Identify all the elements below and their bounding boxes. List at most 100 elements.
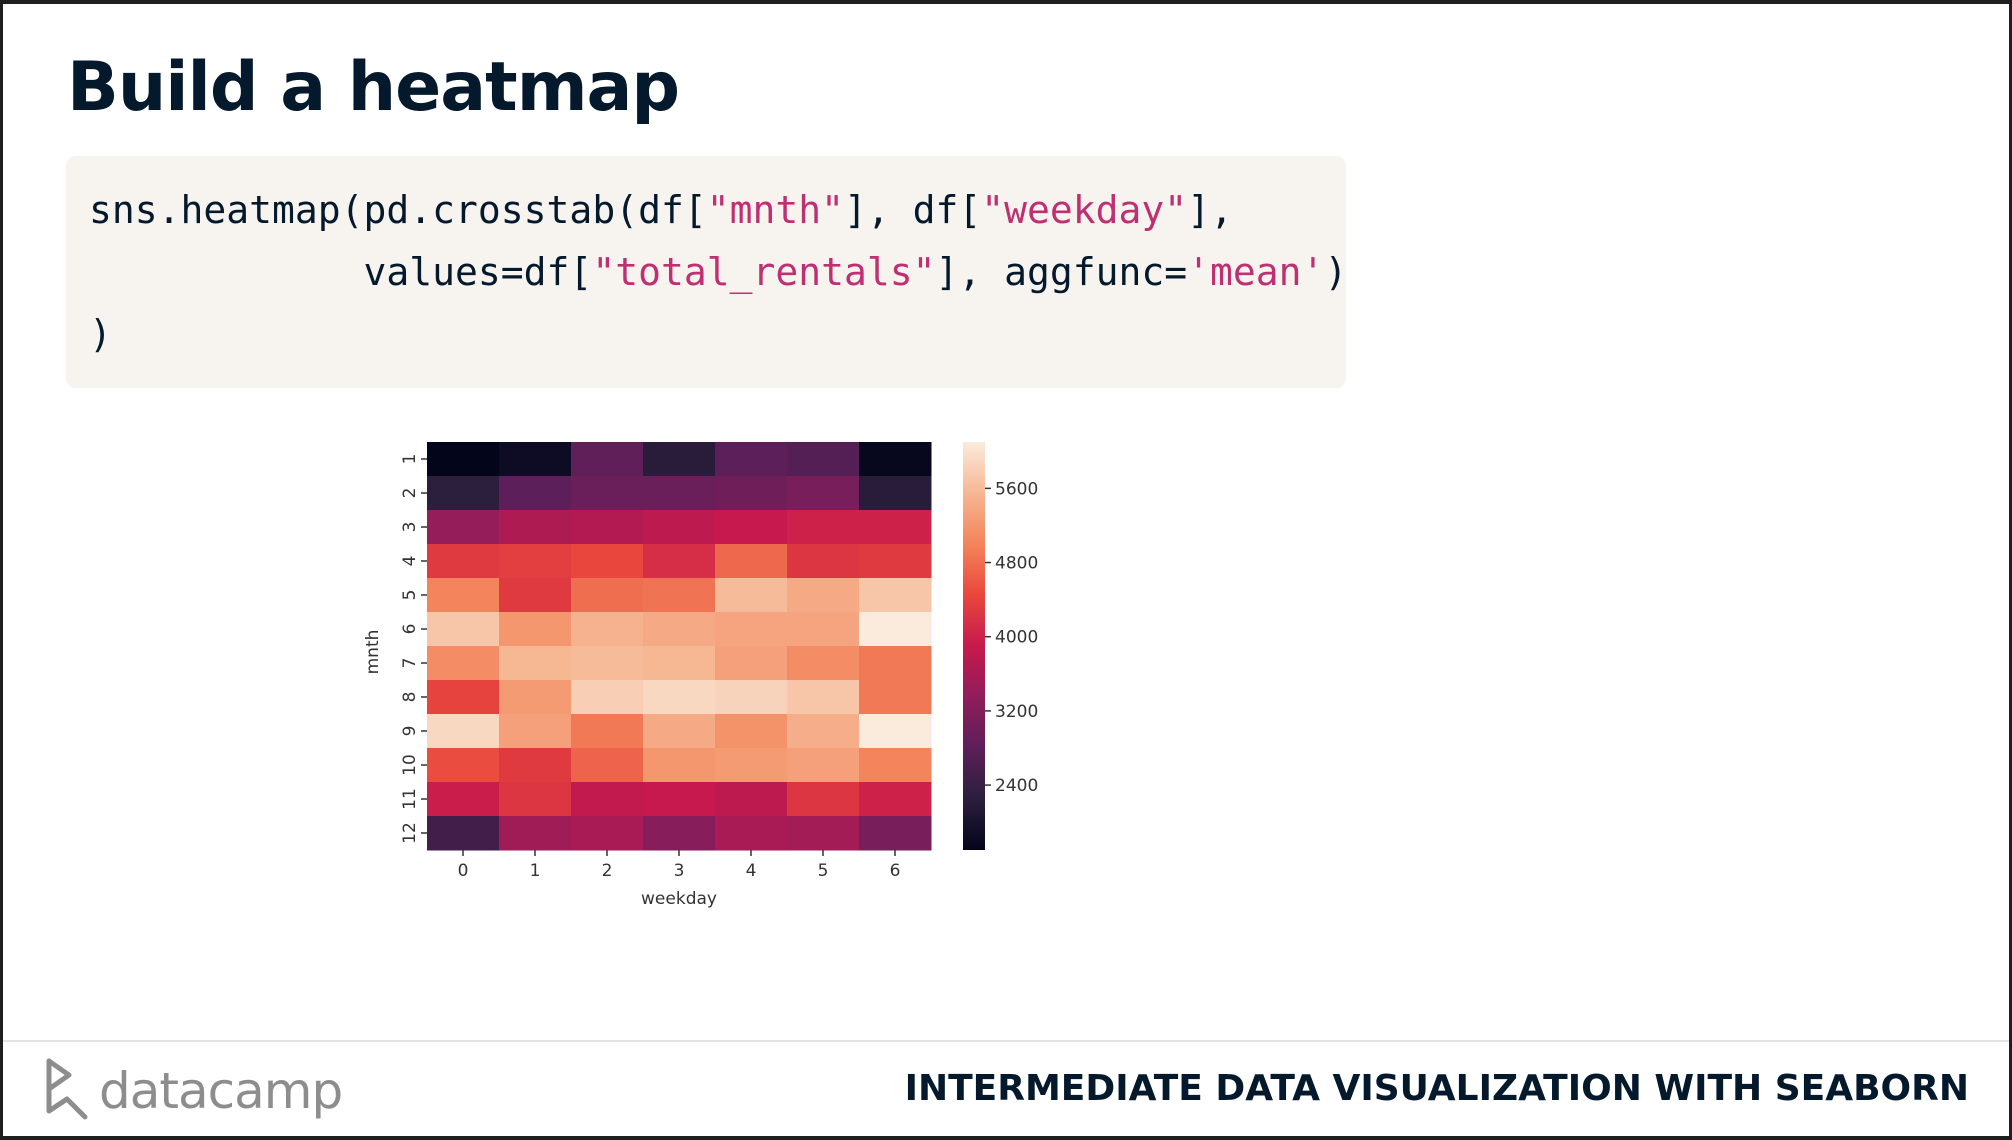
y-tick-label: 10 (400, 754, 420, 776)
heatmap-cell (571, 748, 644, 783)
datacamp-logo-icon (46, 1058, 88, 1120)
y-tick-label: 5 (400, 590, 420, 601)
heatmap-cell (499, 510, 572, 545)
heatmap-cell (715, 510, 788, 545)
heatmap-cell (715, 646, 788, 681)
heatmap-cell (643, 476, 716, 511)
heatmap-cell (643, 748, 716, 783)
heatmap-cell (787, 442, 860, 477)
heatmap-cell (499, 714, 572, 749)
colorbar-tick-label: 3200 (995, 702, 1038, 722)
heatmap-cell (643, 510, 716, 545)
heatmap-cell (571, 510, 644, 545)
heatmap-cell (643, 816, 716, 851)
code-string: 'mean' (1187, 250, 1325, 294)
heatmap-cell (571, 442, 644, 477)
heatmap-cell (427, 612, 500, 647)
heatmap-cell (499, 442, 572, 477)
heatmap-cell (787, 510, 860, 545)
heatmap-cell (427, 748, 500, 783)
heatmap-cell (643, 714, 716, 749)
heatmap-cell (427, 578, 500, 613)
footer-divider (3, 1040, 2009, 1042)
heatmap-cell (787, 748, 860, 783)
heatmap-cell (643, 578, 716, 613)
x-tick-label: 1 (530, 861, 541, 881)
y-tick-label: 6 (400, 624, 420, 635)
code-block: sns.heatmap(pd.crosstab(df["mnth"], df["… (66, 156, 1348, 388)
heatmap-cell (859, 442, 932, 477)
y-axis-label: mnth (363, 630, 383, 675)
x-tick-label: 6 (890, 861, 901, 881)
heatmap-cell (571, 544, 644, 579)
y-tick-label: 9 (400, 726, 420, 737)
heatmap-cell (643, 680, 716, 715)
heatmap-cell (787, 612, 860, 647)
heatmap-cell (787, 476, 860, 511)
heatmap-cell (499, 578, 572, 613)
x-axis-label: weekday (641, 889, 717, 909)
heatmap-cell (427, 476, 500, 511)
heatmap-cell (571, 476, 644, 511)
heatmap-cell (715, 476, 788, 511)
heatmap-cell (787, 646, 860, 681)
heatmap-cell (499, 816, 572, 851)
y-tick-label: 12 (400, 822, 420, 844)
heatmap-cell (643, 646, 716, 681)
y-tick-label: 11 (400, 788, 420, 810)
heatmap-cell (427, 782, 500, 817)
heatmap-cell (715, 782, 788, 817)
heatmap-cell (571, 816, 644, 851)
heatmap-cell (859, 544, 932, 579)
heatmap-cell (859, 476, 932, 511)
heatmap-cell (571, 646, 644, 681)
code-string: "total_rentals" (592, 250, 936, 294)
heatmap-cell (859, 680, 932, 715)
heatmap-cell (643, 442, 716, 477)
y-tick-label: 3 (400, 522, 420, 533)
code-text: values=df[ (89, 250, 593, 294)
x-tick-label: 2 (602, 861, 613, 881)
heatmap-cell (427, 680, 500, 715)
heatmap-cell (859, 612, 932, 647)
heatmap-cell (427, 544, 500, 579)
heatmap-cell (571, 680, 644, 715)
heatmap-cell (499, 748, 572, 783)
code-text: ) (1324, 250, 1348, 294)
heatmap-cell (859, 714, 932, 749)
x-tick-label: 4 (746, 861, 757, 881)
heatmap-cell (859, 646, 932, 681)
heatmap-cell (643, 782, 716, 817)
code-string: "weekday" (981, 188, 1188, 232)
heatmap-cell (787, 782, 860, 817)
code-text: ], (1187, 188, 1233, 232)
heatmap-cell (499, 612, 572, 647)
heatmap-cell (427, 510, 500, 545)
x-tick-label: 0 (458, 861, 469, 881)
heatmap-cell (571, 714, 644, 749)
y-tick-label: 7 (400, 658, 420, 669)
slide-title: Build a heatmap (67, 48, 680, 127)
heatmap-cell (427, 714, 500, 749)
heatmap-cell (427, 646, 500, 681)
heatmap-cell (787, 714, 860, 749)
y-tick-label: 2 (400, 488, 420, 499)
colorbar-tick-label: 2400 (995, 776, 1038, 796)
heatmap-cell (859, 578, 932, 613)
heatmap-cell (571, 612, 644, 647)
x-tick-label: 5 (818, 861, 829, 881)
colorbar-tick-label: 4800 (995, 554, 1038, 574)
heatmap-cell (715, 544, 788, 579)
colorbar (963, 442, 985, 850)
heatmap-cell (859, 510, 932, 545)
code-text: ], aggfunc= (935, 250, 1188, 294)
heatmap-cell (715, 680, 788, 715)
heatmap-cell (859, 816, 932, 851)
heatmap-cell (859, 748, 932, 783)
heatmap-cell (787, 544, 860, 579)
colorbar-tick-label: 4000 (995, 628, 1038, 648)
logo-text: datacamp (99, 1062, 343, 1120)
heatmap-cell (787, 578, 860, 613)
heatmap-cell (427, 442, 500, 477)
